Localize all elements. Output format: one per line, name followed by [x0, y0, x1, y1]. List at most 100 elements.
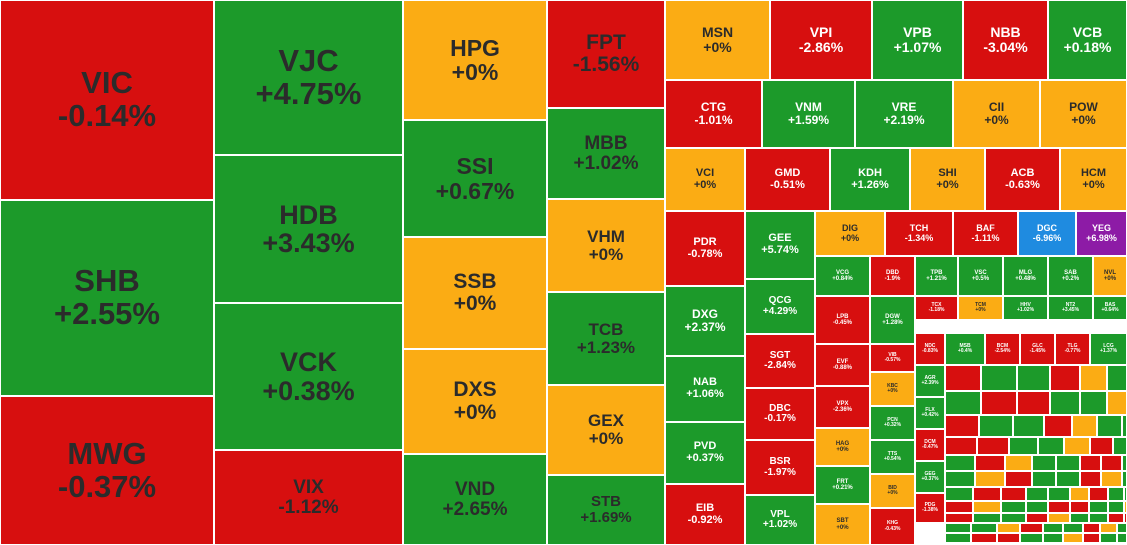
- treemap-tile-small[interactable]: [1026, 487, 1048, 501]
- treemap-tile-small[interactable]: [981, 365, 1017, 391]
- treemap-tile-vpx[interactable]: VPX -2.36%: [815, 386, 870, 428]
- treemap-tile-small[interactable]: [945, 415, 979, 437]
- treemap-tile-pdg[interactable]: PDG -1.38%: [915, 493, 945, 523]
- treemap-tile-tts[interactable]: TTS +0.54%: [870, 440, 915, 474]
- treemap-tile-small[interactable]: [973, 501, 1001, 513]
- treemap-tile-small[interactable]: [981, 391, 1017, 415]
- treemap-tile-small[interactable]: [945, 501, 973, 513]
- treemap-tile-small[interactable]: [1117, 523, 1127, 533]
- treemap-tile-vib[interactable]: VIB -0.57%: [870, 344, 915, 372]
- treemap-tile-small[interactable]: [1048, 487, 1070, 501]
- treemap-tile-small[interactable]: [1001, 513, 1026, 523]
- treemap-tile-small[interactable]: [1056, 455, 1080, 471]
- treemap-tile-small[interactable]: [1108, 487, 1124, 501]
- treemap-tile-small[interactable]: [1020, 523, 1043, 533]
- treemap-tile-small[interactable]: [1100, 523, 1117, 533]
- treemap-tile-small[interactable]: [1050, 391, 1080, 415]
- treemap-tile-small[interactable]: [1070, 513, 1089, 523]
- treemap-tile-dgc[interactable]: DGC -6.96%: [1018, 211, 1076, 256]
- treemap-tile-mwg[interactable]: MWG -0.37%: [0, 396, 214, 545]
- treemap-tile-small[interactable]: [1048, 513, 1070, 523]
- treemap-tile-flx[interactable]: FLX +0.42%: [915, 397, 945, 429]
- treemap-tile-vre[interactable]: VRE +2.19%: [855, 80, 953, 148]
- treemap-tile-small[interactable]: [1063, 533, 1083, 543]
- treemap-tile-pdr[interactable]: PDR -0.78%: [665, 211, 745, 286]
- treemap-tile-frt[interactable]: FRT +0.21%: [815, 466, 870, 504]
- treemap-tile-small[interactable]: [1117, 533, 1127, 543]
- treemap-tile-ssb[interactable]: SSB +0%: [403, 237, 547, 349]
- treemap-tile-small[interactable]: [945, 471, 975, 487]
- treemap-tile-acb[interactable]: ACB -0.63%: [985, 148, 1060, 211]
- treemap-tile-lpb[interactable]: LPB -0.45%: [815, 296, 870, 344]
- treemap-tile-small[interactable]: [1043, 533, 1063, 543]
- treemap-tile-small[interactable]: [975, 471, 1005, 487]
- treemap-tile-qcg[interactable]: QCG +4.29%: [745, 279, 815, 334]
- treemap-tile-baf[interactable]: BAF -1.11%: [953, 211, 1018, 256]
- treemap-tile-hpg[interactable]: HPG +0%: [403, 0, 547, 120]
- treemap-tile-small[interactable]: [1026, 513, 1048, 523]
- treemap-tile-yeg[interactable]: YEG +6.98%: [1076, 211, 1127, 256]
- treemap-tile-nt2[interactable]: NT2 +3.45%: [1048, 296, 1093, 320]
- treemap-tile-mlg[interactable]: MLG +0.48%: [1003, 256, 1048, 296]
- treemap-tile-small[interactable]: [997, 523, 1020, 533]
- treemap-tile-small[interactable]: [1032, 455, 1056, 471]
- treemap-tile-small[interactable]: [945, 437, 977, 455]
- treemap-tile-nab[interactable]: NAB +1.06%: [665, 356, 745, 422]
- treemap-tile-tcm[interactable]: TCM +0%: [958, 296, 1003, 320]
- treemap-tile-sbt[interactable]: SBT +0%: [815, 504, 870, 545]
- treemap-tile-small[interactable]: [945, 533, 971, 543]
- treemap-tile-msn[interactable]: MSN +0%: [665, 0, 770, 80]
- treemap-tile-dcm[interactable]: DCM -0.47%: [915, 429, 945, 461]
- treemap-tile-gee[interactable]: GEE +5.74%: [745, 211, 815, 279]
- treemap-tile-dxg[interactable]: DXG +2.37%: [665, 286, 745, 356]
- treemap-tile-small[interactable]: [945, 487, 973, 501]
- treemap-tile-small[interactable]: [1038, 437, 1064, 455]
- treemap-tile-vjc[interactable]: VJC +4.75%: [214, 0, 403, 155]
- treemap-tile-small[interactable]: [1089, 501, 1108, 513]
- treemap-tile-tlg[interactable]: TLG -0.77%: [1055, 333, 1090, 365]
- treemap-tile-small[interactable]: [1020, 533, 1043, 543]
- treemap-tile-small[interactable]: [971, 533, 997, 543]
- treemap-tile-small[interactable]: [1001, 501, 1026, 513]
- treemap-tile-vci[interactable]: VCI +0%: [665, 148, 745, 211]
- treemap-tile-small[interactable]: [971, 523, 997, 533]
- treemap-tile-lcg[interactable]: LCG +1.37%: [1090, 333, 1127, 365]
- treemap-tile-small[interactable]: [945, 391, 981, 415]
- treemap-tile-small[interactable]: [1009, 437, 1038, 455]
- treemap-tile-small[interactable]: [1101, 471, 1122, 487]
- treemap-tile-small[interactable]: [1032, 471, 1056, 487]
- treemap-tile-small[interactable]: [977, 437, 1009, 455]
- treemap-tile-small[interactable]: [945, 455, 975, 471]
- treemap-tile-small[interactable]: [1048, 501, 1070, 513]
- treemap-tile-small[interactable]: [973, 513, 1001, 523]
- treemap-tile-tcx[interactable]: TCX -1.18%: [915, 296, 958, 320]
- treemap-tile-evf[interactable]: EVF -0.88%: [815, 344, 870, 386]
- treemap-tile-small[interactable]: [1122, 471, 1127, 487]
- treemap-tile-mbb[interactable]: MBB +1.02%: [547, 108, 665, 199]
- treemap-tile-vck[interactable]: VCK +0.38%: [214, 303, 403, 450]
- treemap-tile-fpt[interactable]: FPT -1.56%: [547, 0, 665, 108]
- treemap-tile-tch[interactable]: TCH -1.34%: [885, 211, 953, 256]
- treemap-tile-dxs[interactable]: DXS +0%: [403, 349, 547, 454]
- treemap-tile-small[interactable]: [1080, 391, 1107, 415]
- treemap-tile-khg[interactable]: KHG -0.43%: [870, 508, 915, 545]
- treemap-tile-ctg[interactable]: CTG -1.01%: [665, 80, 762, 148]
- treemap-tile-small[interactable]: [1044, 415, 1072, 437]
- treemap-tile-glc[interactable]: GLC -1.45%: [1020, 333, 1055, 365]
- treemap-tile-nbb[interactable]: NBB -3.04%: [963, 0, 1048, 80]
- treemap-tile-small[interactable]: [1122, 455, 1127, 471]
- treemap-tile-small[interactable]: [1089, 487, 1108, 501]
- treemap-tile-dbd[interactable]: DBD -1.9%: [870, 256, 915, 296]
- treemap-tile-agr[interactable]: AGR +2.39%: [915, 365, 945, 397]
- treemap-tile-small[interactable]: [1089, 513, 1108, 523]
- treemap-tile-sgt[interactable]: SGT -2.84%: [745, 334, 815, 388]
- treemap-tile-small[interactable]: [979, 415, 1013, 437]
- treemap-tile-eib[interactable]: EIB -0.92%: [665, 484, 745, 545]
- treemap-tile-small[interactable]: [1080, 471, 1101, 487]
- treemap-tile-geg[interactable]: GEG +0.37%: [915, 461, 945, 493]
- treemap-tile-small[interactable]: [1108, 513, 1124, 523]
- treemap-tile-small[interactable]: [1050, 365, 1080, 391]
- treemap-tile-small[interactable]: [1070, 501, 1089, 513]
- treemap-tile-small[interactable]: [1005, 455, 1032, 471]
- treemap-tile-hhv[interactable]: HHV +1.02%: [1003, 296, 1048, 320]
